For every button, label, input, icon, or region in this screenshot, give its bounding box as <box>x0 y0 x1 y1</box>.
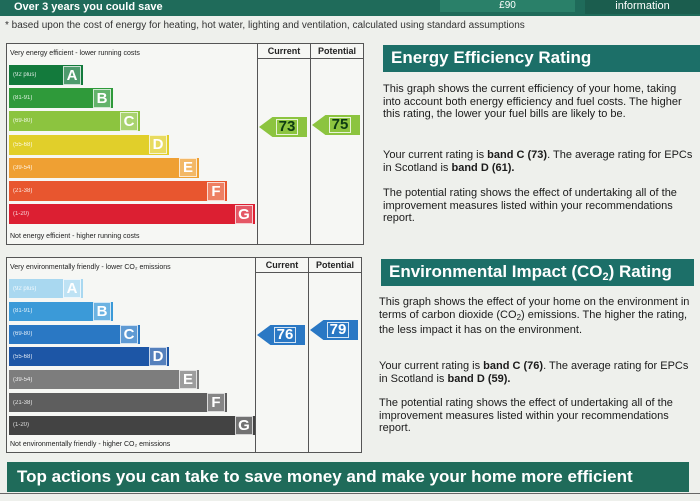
band-letter: C <box>120 111 138 131</box>
text: . The average rating for EPCs in Scotlan… <box>383 149 693 174</box>
band-letter: D <box>149 135 167 155</box>
text: . The average rating for EPCs in Scotlan… <box>379 360 689 385</box>
chart-bottom-caption: Not energy efficient - higher running co… <box>10 233 140 240</box>
band-range: (39-54) <box>13 376 33 383</box>
band-range: (39-54) <box>13 164 33 171</box>
environmental-description: This graph shows the effect of your home… <box>379 296 693 337</box>
band-b: (81-91) B <box>9 301 113 321</box>
band-letter: G <box>235 204 253 224</box>
band-d: (55-68) D <box>9 134 169 155</box>
title-part: Environmental Impact (CO <box>389 262 603 281</box>
potential-column-header: Potential <box>311 44 363 59</box>
band-range: (92 plus) <box>13 285 37 292</box>
band-b: (81-91) B <box>9 88 113 109</box>
band-letter: D <box>149 347 167 367</box>
average-value: band D (61). <box>451 161 515 174</box>
energy-potential-text: The potential rating shows the effect of… <box>383 187 677 224</box>
band-range: (81-91) <box>13 95 33 102</box>
average-value: band D (59). <box>447 372 511 385</box>
band-a: (92 plus) A <box>9 279 83 298</box>
current-rating-value: 76 <box>273 327 297 343</box>
title-subscript: 2 <box>602 271 609 283</box>
chart-top-caption: Very energy efficient - lower running co… <box>10 50 140 57</box>
band-range: (55-68) <box>13 141 33 148</box>
text: ) emissions. The higher the rating, the … <box>379 308 688 337</box>
top-banner: Over 3 years you could save £90 informat… <box>0 0 700 16</box>
band-a: (92 plus) A <box>9 65 83 85</box>
current-rating-value: 73 <box>275 119 299 135</box>
environmental-rating-title: Environmental Impact (CO2) Rating <box>381 259 694 286</box>
band-range: (69-80) <box>13 331 33 338</box>
information-link[interactable]: information <box>585 0 700 14</box>
potential-rating-value: 75 <box>328 117 352 133</box>
energy-rating-title: Energy Efficiency Rating <box>383 45 700 72</box>
table-top-border <box>0 493 700 501</box>
current-rating-arrow: 73 <box>259 117 307 137</box>
text: Your current rating is <box>379 360 484 372</box>
band-letter: A <box>63 65 81 85</box>
potential-rating-arrow: 79 <box>310 320 358 340</box>
energy-efficiency-chart: Very energy efficient - lower running co… <box>6 43 364 245</box>
band-letter: F <box>207 393 225 412</box>
band-letter: E <box>179 370 197 390</box>
environmental-impact-chart: Very environmentally friendly - lower CO… <box>6 257 362 453</box>
chart-top-caption: Very environmentally friendly - lower CO… <box>10 264 171 271</box>
band-letter: B <box>93 301 111 321</box>
band-d: (55-68) D <box>9 347 169 367</box>
environmental-current-rating-text: Your current rating is band C (76). The … <box>379 360 693 385</box>
band-range: (55-68) <box>13 353 33 360</box>
band-value: band C (73) <box>487 149 548 161</box>
band-range: (21-38) <box>13 399 33 406</box>
band-e: (39-54) E <box>9 370 199 390</box>
top-actions-heading: Top actions you can take to save money a… <box>7 462 689 492</box>
band-range: (1-20) <box>13 422 30 429</box>
potential-rating-arrow: 75 <box>312 115 360 135</box>
band-c: (69-80) C <box>9 111 140 132</box>
band-g: (1-20) G <box>9 204 255 225</box>
chart-bottom-caption: Not environmentally friendly - higher CO… <box>10 441 171 448</box>
potential-column-header: Potential <box>309 258 361 273</box>
band-range: (81-91) <box>13 308 33 315</box>
band-range: (21-38) <box>13 188 33 194</box>
text: Your current rating is <box>383 149 488 161</box>
subscript: 2 <box>516 312 522 322</box>
assumptions-note: * based upon the cost of energy for heat… <box>5 20 525 31</box>
band-c: (69-80) C <box>9 324 140 344</box>
band-f: (21-38) F <box>9 393 227 412</box>
band-letter: A <box>63 279 81 298</box>
current-column-header: Current <box>256 258 308 273</box>
band-range: (69-80) <box>13 118 33 125</box>
environmental-potential-text: The potential rating shows the effect of… <box>379 397 673 434</box>
text: This graph shows the effect of your home… <box>379 296 690 321</box>
band-letter: F <box>207 181 225 201</box>
band-letter: C <box>120 324 138 344</box>
band-g: (1-20) G <box>9 415 255 435</box>
band-range: (92 plus) <box>13 72 37 78</box>
energy-rating-title-text: Energy Efficiency Rating <box>391 48 592 67</box>
potential-rating-value: 79 <box>326 322 350 338</box>
band-letter: E <box>179 158 197 178</box>
savings-amount: £90 <box>440 0 575 12</box>
energy-current-rating-text: Your current rating is band C (73). The … <box>383 149 695 174</box>
band-letter: G <box>235 415 253 435</box>
title-part: ) Rating <box>608 262 672 281</box>
band-e: (39-54) E <box>9 157 199 178</box>
current-rating-arrow: 76 <box>257 325 305 345</box>
band-f: (21-38) F <box>9 181 227 201</box>
band-letter: B <box>93 88 111 108</box>
savings-label: Over 3 years you could save <box>14 1 163 13</box>
energy-description: This graph shows the current efficiency … <box>383 83 682 120</box>
current-column-header: Current <box>258 44 310 59</box>
band-value: band C (76) <box>483 360 544 372</box>
band-range: (1-20) <box>13 211 30 218</box>
